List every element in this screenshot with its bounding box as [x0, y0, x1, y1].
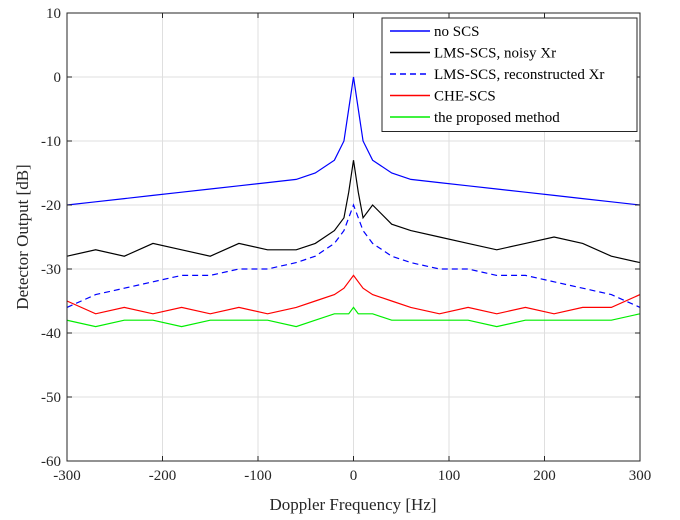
series-line-5 — [67, 306, 640, 328]
x-tick-label: 300 — [629, 468, 652, 484]
y-axis-label: Detector Output [dB] — [13, 164, 32, 309]
x-tick-label: 100 — [438, 468, 461, 484]
y-tick-label: -10 — [41, 134, 61, 150]
legend-label-3: LMS-SCS, reconstructed Xr — [434, 67, 604, 83]
legend-box — [381, 17, 638, 132]
tick-group: -300 -200 -100 0 100 200 300-60-50-40-30-20-10… — [41, 6, 651, 484]
y-tick-label: -40 — [41, 326, 61, 342]
legend-label-4: CHE-SCS — [434, 89, 496, 105]
x-tick-label: -300 — [53, 468, 81, 484]
legend-label-5: the proposed method — [434, 110, 560, 126]
legend-label-2: LMS-SCS, noisy Xr — [434, 46, 556, 62]
series-line-3 — [67, 203, 640, 308]
y-tick-label: 10 — [46, 6, 61, 22]
y-tick-label: -60 — [41, 454, 61, 470]
series-line-1 — [67, 76, 640, 206]
x-tick-label: -200 — [149, 468, 177, 484]
y-tick-label: -50 — [41, 390, 61, 406]
series-line-2 — [67, 160, 640, 264]
x-tick-label: -100 — [244, 468, 272, 484]
x-tick-label: 0 — [350, 468, 358, 484]
x-tick-label: 200 — [533, 468, 556, 484]
y-tick-label: 0 — [54, 70, 62, 86]
y-tick-label: -30 — [41, 262, 61, 278]
legend-label-1: no SCS — [434, 24, 479, 40]
x-axis-label: Doppler Frequency [Hz] — [269, 495, 436, 514]
y-tick-label: -20 — [41, 198, 61, 214]
series-line-4 — [67, 274, 640, 315]
series-group — [67, 76, 640, 328]
legend: no SCS LMS-SCS, noisy Xr LMS-SCS, reconstr… — [381, 17, 638, 132]
